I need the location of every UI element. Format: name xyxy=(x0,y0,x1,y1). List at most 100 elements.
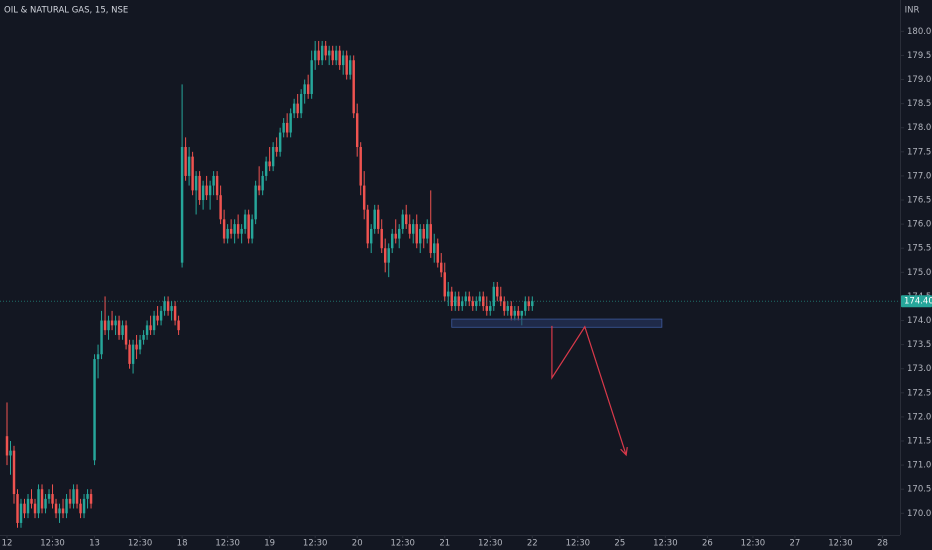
x-tick-label: 18 xyxy=(177,539,188,549)
y-tick-label: 179.50 xyxy=(907,51,932,61)
currency-label: INR xyxy=(905,6,920,16)
y-tick-label: 176.50 xyxy=(907,196,932,206)
candle-body xyxy=(103,320,107,331)
candle-body xyxy=(233,224,236,234)
candle-body xyxy=(166,301,170,311)
candle-body xyxy=(457,296,460,307)
candle-body xyxy=(86,494,89,499)
candle-body xyxy=(436,243,439,263)
candle-body xyxy=(170,306,173,311)
y-tick-label: 178.50 xyxy=(907,99,932,109)
candle-body xyxy=(138,339,142,350)
candle-body xyxy=(383,248,387,263)
x-tick-label: 13 xyxy=(89,539,100,549)
candle-body xyxy=(247,214,250,239)
x-tick-label: 12:30 xyxy=(390,539,415,549)
x-tick-label: 28 xyxy=(877,539,888,549)
candle-body xyxy=(201,185,205,201)
candle-body xyxy=(191,156,194,191)
candle-body xyxy=(89,494,93,504)
candle-body xyxy=(33,503,37,514)
candle-body xyxy=(443,272,446,297)
candle-body xyxy=(401,214,404,229)
candle-body xyxy=(54,503,58,514)
candle-body xyxy=(93,359,96,461)
candle-body xyxy=(334,50,338,61)
candle-body xyxy=(313,50,317,61)
candle-body xyxy=(352,60,355,114)
candle-body xyxy=(19,503,23,523)
candle-body xyxy=(450,291,453,307)
candle-body xyxy=(412,224,415,234)
chart-title: OIL & NATURAL GAS, 15, NSE xyxy=(4,6,128,16)
candle-body xyxy=(422,228,425,239)
candle-body xyxy=(264,161,268,176)
candle-body xyxy=(475,301,478,307)
candle-body xyxy=(331,50,334,61)
candle-body xyxy=(320,45,324,61)
candle-body xyxy=(415,224,418,244)
candle-body xyxy=(397,228,401,239)
candle-body xyxy=(65,498,68,514)
candle-body xyxy=(275,147,278,152)
candle-body xyxy=(376,209,380,229)
candle-body xyxy=(187,156,191,176)
candle-body xyxy=(96,354,100,360)
x-tick-label: 12:30 xyxy=(215,539,240,549)
candle-body xyxy=(23,503,26,514)
candle-body xyxy=(324,45,327,56)
candle-body xyxy=(149,325,152,331)
candle-body xyxy=(433,243,436,254)
candle-body xyxy=(212,175,215,186)
candle-body xyxy=(68,498,72,504)
candle-body xyxy=(47,494,51,499)
candle-body xyxy=(44,498,47,509)
candle-body xyxy=(222,219,226,239)
candle-body xyxy=(159,310,163,321)
candle-body xyxy=(9,450,12,456)
candle-body xyxy=(408,224,411,234)
candle-body xyxy=(454,296,457,307)
x-tick-label: 12:30 xyxy=(828,539,853,549)
candle-body xyxy=(440,262,443,273)
candle-body xyxy=(26,498,30,514)
candle-body xyxy=(296,103,299,114)
candle-body xyxy=(163,301,166,311)
candle-body xyxy=(114,320,117,326)
candle-body xyxy=(461,301,464,307)
candle-body xyxy=(426,224,429,239)
x-tick-label: 19 xyxy=(264,539,275,549)
candle-body xyxy=(471,301,474,307)
candle-body xyxy=(135,344,138,350)
x-tick-label: 12:30 xyxy=(741,539,766,549)
candle-body xyxy=(303,84,306,94)
candle-body xyxy=(173,306,177,321)
candle-body xyxy=(117,320,121,335)
candle-body xyxy=(257,185,261,191)
candle-body xyxy=(250,219,254,239)
x-tick-label: 12 xyxy=(2,539,13,549)
candle-body xyxy=(369,228,373,244)
candle-body xyxy=(531,301,534,307)
y-tick-label: 173.50 xyxy=(907,340,932,350)
y-tick-label: 172.00 xyxy=(907,412,932,422)
candle-body xyxy=(229,228,233,234)
y-tick-label: 179.00 xyxy=(907,75,932,85)
candle-body xyxy=(362,185,366,210)
candle-body xyxy=(240,228,243,234)
candle-body xyxy=(506,306,510,311)
candle-body xyxy=(215,175,219,196)
candle-body xyxy=(394,233,397,239)
candle-body xyxy=(282,122,285,133)
candle-body xyxy=(30,498,33,504)
x-tick-label: 12:30 xyxy=(566,539,591,549)
candle-body xyxy=(61,508,65,514)
candle-body xyxy=(524,301,527,311)
x-tick-label: 22 xyxy=(527,539,538,549)
x-tick-label: 12:30 xyxy=(478,539,503,549)
y-tick-label: 177.50 xyxy=(907,147,932,157)
candle-body xyxy=(289,113,292,133)
candle-body xyxy=(107,320,110,331)
